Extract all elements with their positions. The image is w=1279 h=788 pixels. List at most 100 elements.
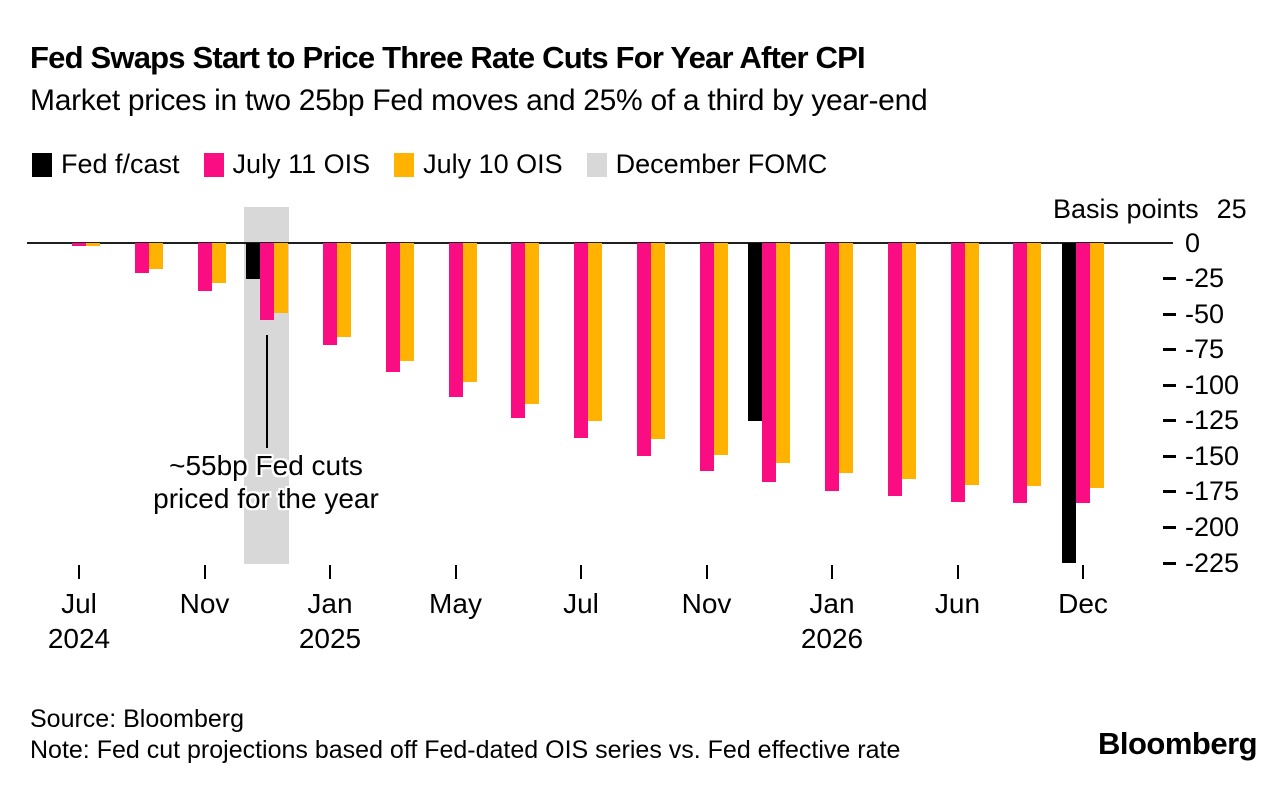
bloomberg-logo: Bloomberg (1098, 726, 1258, 761)
bar-july-11-ois (134, 243, 149, 273)
bar-july-11-ois (887, 243, 902, 497)
bar-july-10-ois (462, 243, 477, 383)
x-axis-label: Dec (1058, 588, 1108, 619)
source-text: Source: Bloomberg (30, 705, 245, 733)
x-axis-label: Jul (61, 588, 97, 619)
bar-july-11-ois (197, 243, 212, 292)
bar-july-10-ois (86, 243, 100, 246)
y-axis-title: Basis points (1053, 194, 1199, 224)
bar-july-10-ois (148, 243, 163, 269)
y-axis-tick-dash (1163, 490, 1176, 494)
x-axis-tick (454, 565, 457, 579)
y-axis-header: Basis points 25 (1053, 194, 1247, 225)
y-axis-tick-dash (1163, 383, 1176, 387)
y-axis-tick-label: -200 (1185, 511, 1240, 542)
bar-july-11-ois (385, 243, 400, 373)
y-axis-tick-dash (1163, 312, 1176, 316)
bar-july-10-ois (839, 243, 853, 474)
chart-title: Fed Swaps Start to Price Three Rate Cuts… (30, 40, 866, 75)
legend-swatch-icon (394, 152, 415, 177)
x-axis-year-label: 2025 (298, 623, 362, 654)
x-axis-year-label: 2024 (47, 623, 111, 654)
y-axis-tick-label: -25 (1185, 263, 1225, 294)
bar-july-10-ois (274, 243, 289, 313)
bar-july-11-ois (699, 243, 714, 471)
bar-fed-fcast (748, 243, 763, 421)
x-axis-label: Jan (809, 588, 855, 619)
bar-july-10-ois (1027, 243, 1042, 487)
bar-july-10-ois (588, 243, 602, 421)
legend-item: Fed f/cast (32, 149, 180, 180)
bar-july-11-ois (260, 243, 275, 320)
x-axis-tick (956, 565, 959, 579)
y-axis-tick-label: -125 (1185, 405, 1240, 436)
y-axis-tick-dash (1163, 454, 1176, 458)
x-axis-tick (203, 565, 206, 579)
x-axis-label: Jun (934, 588, 981, 619)
y-axis-tick-label: -225 (1185, 547, 1240, 578)
legend-item: July 11 OIS (203, 149, 371, 180)
legend-label: July 10 OIS (423, 149, 563, 179)
bar-july-11-ois (511, 243, 526, 418)
y-axis-tick-dash (1163, 525, 1176, 529)
x-axis-label: Nov (179, 588, 230, 619)
legend-swatch-icon (32, 152, 52, 177)
legend: Fed f/cast July 11 OIS July 10 OIS December… (32, 149, 827, 180)
x-axis-label: Jan (307, 588, 353, 619)
bar-july-11-ois (574, 243, 588, 438)
bar-july-10-ois (399, 243, 414, 361)
annotation-text-line2: priced for the year (153, 483, 379, 514)
y-axis-tick-dash (1163, 419, 1176, 423)
x-axis-label: May (429, 588, 482, 619)
bar-july-11-ois (950, 243, 965, 502)
legend-swatch-icon (203, 152, 224, 177)
legend-label: July 11 OIS (232, 149, 371, 179)
x-axis-label: Jul (563, 588, 599, 619)
bar-july-11-ois (1076, 243, 1090, 504)
y-axis-tick-label: -175 (1185, 476, 1240, 507)
bar-fed-fcast (1062, 243, 1076, 563)
chart-plot-area: Basis points 25 ~55bp Fed cuts priced fo… (27, 194, 1247, 654)
bar-july-11-ois (636, 243, 651, 457)
bar-july-10-ois (964, 243, 979, 485)
bar-july-11-ois (323, 243, 337, 346)
x-axis-tick (1082, 565, 1084, 579)
bar-july-10-ois (525, 243, 540, 404)
y-axis-tick-label: -150 (1185, 440, 1240, 471)
legend-item: December FOMC (586, 149, 828, 180)
bar-july-10-ois (337, 243, 351, 337)
bar-july-11-ois (448, 243, 463, 397)
y-axis-tick-label: -75 (1185, 334, 1225, 365)
x-axis-tick (580, 565, 582, 579)
bar-july-11-ois (72, 243, 86, 246)
x-axis-year-label: 2026 (800, 623, 864, 654)
annotation-text: ~55bp Fed cuts priced for the year (106, 449, 426, 515)
annotation-text-line1: ~55bp Fed cuts (169, 450, 363, 481)
bar-july-11-ois (825, 243, 839, 491)
legend-item: July 10 OIS (394, 149, 563, 180)
x-axis-tick (705, 565, 708, 579)
y-axis-tick-label: 0 (1185, 227, 1201, 258)
legend-label: December FOMC (615, 149, 828, 179)
legend-swatch-icon (586, 152, 607, 177)
y-axis-tick-label: -50 (1185, 298, 1225, 329)
y-axis-tick-label: -100 (1185, 369, 1240, 400)
bar-july-11-ois (1013, 243, 1028, 504)
y-axis-top-tick-label: 25 (1216, 194, 1247, 224)
bar-july-11-ois (762, 243, 777, 482)
x-axis-tick (831, 565, 833, 579)
annotation-pointer-line (266, 335, 268, 448)
bar-july-10-ois (776, 243, 791, 464)
bar-fed-fcast (246, 243, 261, 279)
y-axis-tick-dash (1163, 561, 1176, 565)
chart-subtitle: Market prices in two 25bp Fed moves and … (30, 84, 928, 117)
bar-july-10-ois (1090, 243, 1104, 488)
y-axis-tick-dash (1163, 348, 1176, 352)
bar-july-10-ois (650, 243, 665, 440)
bar-july-10-ois (211, 243, 226, 283)
x-axis-label: Nov (681, 588, 732, 619)
bar-july-10-ois (713, 243, 728, 455)
x-axis-tick (78, 565, 80, 579)
note-text: Note: Fed cut projections based off Fed-… (30, 736, 901, 764)
